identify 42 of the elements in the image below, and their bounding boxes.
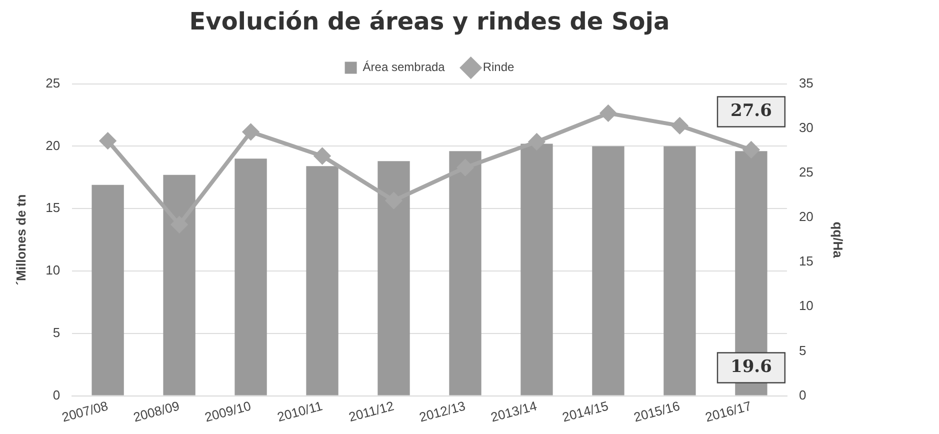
point <box>672 118 688 134</box>
x-tick-label: 2009/10 <box>203 398 252 425</box>
y2-tick-label: 10 <box>798 298 814 314</box>
bar <box>92 184 124 396</box>
point <box>600 105 616 122</box>
bar <box>664 146 696 396</box>
y-tick-label: 0 <box>52 387 60 402</box>
chart-title: Evolución de áreas y rindes de Soja <box>189 8 670 36</box>
x-tick-label: 2014/15 <box>560 398 610 425</box>
bar <box>592 146 624 396</box>
data-label: 19.6 <box>730 357 772 378</box>
data-label: 27.6 <box>730 101 772 122</box>
y2-tick-label: 5 <box>798 342 806 358</box>
y-tick-label: 20 <box>46 138 60 153</box>
y2-tick-label: 0 <box>798 387 806 402</box>
point <box>528 134 545 150</box>
x-tick-label: 2008/09 <box>132 398 181 425</box>
y-tick-label: 25 <box>46 75 60 90</box>
point <box>314 148 330 164</box>
x-tick-label: 2007/08 <box>60 398 110 425</box>
bar <box>234 158 267 396</box>
point <box>242 124 259 140</box>
x-tick-label: 2011/12 <box>347 398 396 425</box>
y2-tick-label: 20 <box>798 209 814 224</box>
legend-label: Área sembrada <box>362 60 446 74</box>
x-tick-label: 2015/16 <box>632 398 682 425</box>
point <box>100 132 116 149</box>
x-tick-label: 2013/14 <box>489 398 538 425</box>
y-tick-label: 15 <box>46 200 60 216</box>
y2-axis-title: qq/Ha <box>830 222 846 259</box>
y-tick-label: 5 <box>52 324 60 340</box>
x-tick-label: 2016/17 <box>704 398 753 425</box>
x-tick-label: 2012/13 <box>418 398 467 425</box>
legend-label: Rinde <box>482 60 515 74</box>
point <box>743 142 760 158</box>
y-tick-label: 10 <box>46 262 60 278</box>
y2-tick-label: 25 <box>798 164 814 180</box>
x-tick-label: 2010/11 <box>276 398 324 425</box>
y2-tick-label: 35 <box>798 75 814 90</box>
y-axis-title: ´Millones de tn <box>13 194 28 286</box>
y2-tick-label: 15 <box>798 254 814 269</box>
y2-tick-label: 30 <box>798 120 814 135</box>
